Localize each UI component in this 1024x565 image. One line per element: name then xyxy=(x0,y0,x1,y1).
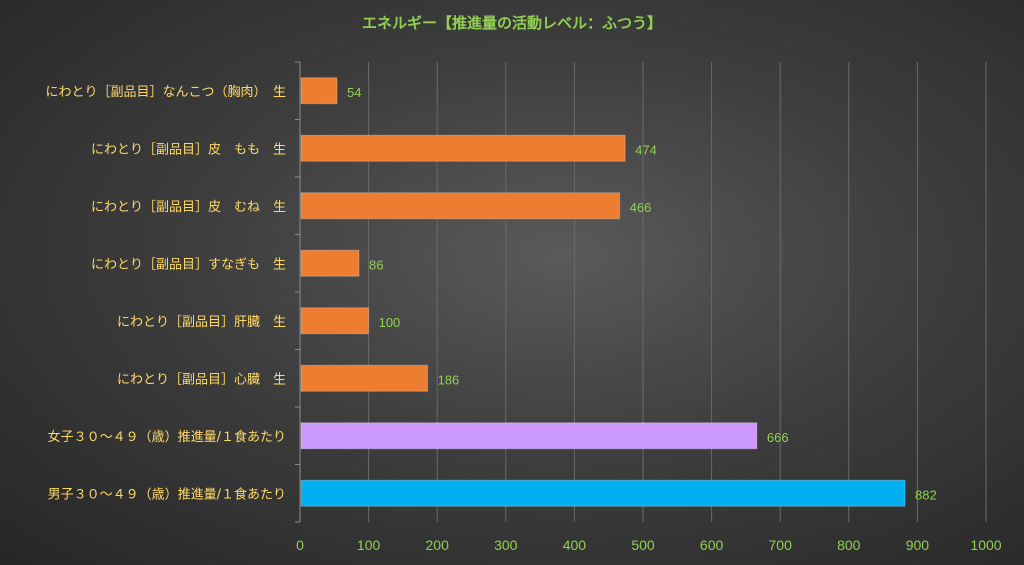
bar xyxy=(300,422,758,450)
x-tick-label: 500 xyxy=(631,537,655,553)
data-label: 474 xyxy=(635,142,657,157)
x-tick-label: 900 xyxy=(906,537,930,553)
data-label: 54 xyxy=(347,85,361,100)
bar xyxy=(300,479,906,507)
x-tick-label: 100 xyxy=(357,537,381,553)
data-label: 466 xyxy=(630,200,652,215)
x-tick-label: 800 xyxy=(837,537,861,553)
data-label: 100 xyxy=(379,315,401,330)
bar xyxy=(300,249,360,277)
category-label: にわとり［副品目］すなぎも 生 xyxy=(91,257,286,272)
category-label: にわとり［副品目］なんこつ（胸肉） 生 xyxy=(45,85,286,100)
category-label: にわとり［副品目］皮 もも 生 xyxy=(91,142,286,157)
data-label: 666 xyxy=(767,430,789,445)
category-label: にわとり［副品目］肝臓 生 xyxy=(117,315,286,330)
category-label: にわとり［副品目］心臓 生 xyxy=(117,372,286,387)
data-label: 86 xyxy=(369,257,383,272)
category-label: 女子３０～４９（歳）推進量/１食あたり xyxy=(48,429,286,445)
data-label: 882 xyxy=(915,487,937,502)
x-tick-label: 400 xyxy=(563,537,587,553)
bar xyxy=(300,364,429,392)
bar xyxy=(300,307,370,335)
bar xyxy=(300,192,621,220)
bar xyxy=(300,134,626,162)
x-tick-label: 300 xyxy=(494,537,518,553)
x-tick-label: 700 xyxy=(769,537,793,553)
bar xyxy=(300,77,338,105)
category-label: にわとり［副品目］皮 むね 生 xyxy=(91,200,286,215)
x-tick-label: 600 xyxy=(700,537,724,553)
x-tick-label: 0 xyxy=(296,537,304,553)
x-tick-label: 200 xyxy=(426,537,450,553)
chart-title: エネルギー【推進量の活動レベル：ふつう】 xyxy=(361,14,662,32)
x-tick-label: 1000 xyxy=(970,537,1001,553)
data-label: 186 xyxy=(438,372,460,387)
category-label: 男子３０～４９（歳）推進量/１食あたり xyxy=(48,486,286,502)
